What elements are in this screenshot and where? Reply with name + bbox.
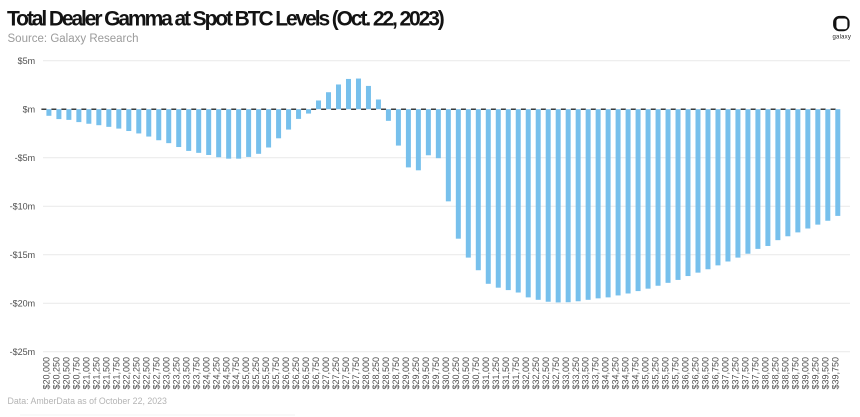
svg-text:$29,500: $29,500	[421, 357, 431, 390]
svg-text:$20,500: $20,500	[61, 357, 71, 390]
svg-text:$m: $m	[23, 104, 36, 114]
svg-text:$28,000: $28,000	[361, 357, 371, 390]
svg-text:$32,250: $32,250	[531, 357, 541, 390]
svg-text:$22,500: $22,500	[141, 357, 151, 390]
svg-text:$30,750: $30,750	[471, 357, 481, 390]
svg-text:$21,750: $21,750	[111, 357, 121, 390]
svg-text:$32,000: $32,000	[521, 357, 531, 390]
svg-text:$29,250: $29,250	[411, 357, 421, 390]
svg-text:$25,750: $25,750	[271, 357, 281, 390]
svg-text:$26,000: $26,000	[281, 357, 291, 390]
svg-text:$37,500: $37,500	[741, 357, 751, 390]
svg-text:$31,250: $31,250	[491, 357, 501, 390]
svg-text:$27,250: $27,250	[331, 357, 341, 390]
svg-text:$39,000: $39,000	[800, 357, 810, 390]
svg-text:$23,250: $23,250	[171, 357, 181, 390]
svg-text:$22,750: $22,750	[151, 357, 161, 390]
svg-text:$33,750: $33,750	[591, 357, 601, 390]
svg-text:$37,000: $37,000	[721, 357, 731, 390]
svg-text:$27,750: $27,750	[351, 357, 361, 390]
svg-text:$30,000: $30,000	[441, 357, 451, 390]
svg-text:$36,500: $36,500	[701, 357, 711, 390]
svg-text:-$15m: -$15m	[10, 250, 36, 260]
svg-text:$37,250: $37,250	[731, 357, 741, 390]
svg-text:$39,250: $39,250	[810, 357, 820, 390]
svg-text:$34,000: $34,000	[601, 357, 611, 390]
svg-text:$22,250: $22,250	[131, 357, 141, 390]
svg-text:$23,750: $23,750	[191, 357, 201, 390]
svg-text:Data: AmberData as of October: Data: AmberData as of October 22, 2023	[8, 396, 168, 406]
svg-text:galaxy: galaxy	[833, 35, 852, 41]
svg-text:$24,750: $24,750	[231, 357, 241, 390]
svg-text:$26,250: $26,250	[291, 357, 301, 390]
svg-text:$33,500: $33,500	[581, 357, 591, 390]
svg-text:$33,250: $33,250	[571, 357, 581, 390]
svg-text:$29,000: $29,000	[401, 357, 411, 390]
svg-text:$35,000: $35,000	[641, 357, 651, 390]
svg-text:$25,250: $25,250	[251, 357, 261, 390]
svg-text:$31,750: $31,750	[511, 357, 521, 390]
svg-text:$39,500: $39,500	[820, 357, 830, 390]
svg-text:$26,750: $26,750	[311, 357, 321, 390]
svg-text:$39,750: $39,750	[830, 357, 840, 390]
svg-text:-$25m: -$25m	[10, 347, 36, 357]
svg-text:$29,750: $29,750	[431, 357, 441, 390]
svg-text:-$5m: -$5m	[15, 153, 36, 163]
svg-text:$22,000: $22,000	[121, 357, 131, 390]
svg-text:$36,000: $36,000	[681, 357, 691, 390]
svg-text:$32,750: $32,750	[551, 357, 561, 390]
svg-text:$21,250: $21,250	[91, 357, 101, 390]
svg-text:$34,250: $34,250	[611, 357, 621, 390]
svg-text:-$10m: -$10m	[10, 201, 36, 211]
svg-text:$27,000: $27,000	[321, 357, 331, 390]
svg-text:$35,500: $35,500	[661, 357, 671, 390]
svg-text:$5m: $5m	[18, 56, 36, 66]
svg-text:$37,750: $37,750	[751, 357, 761, 390]
svg-text:$28,750: $28,750	[391, 357, 401, 390]
svg-text:$28,250: $28,250	[371, 357, 381, 390]
svg-text:$31,000: $31,000	[481, 357, 491, 390]
svg-text:$38,250: $38,250	[770, 357, 780, 390]
svg-text:$23,000: $23,000	[161, 357, 171, 390]
svg-text:$28,500: $28,500	[381, 357, 391, 390]
svg-text:$21,500: $21,500	[101, 357, 111, 390]
svg-text:$25,500: $25,500	[261, 357, 271, 390]
svg-text:$30,250: $30,250	[451, 357, 461, 390]
svg-text:$21,000: $21,000	[81, 357, 91, 390]
svg-text:-$20m: -$20m	[10, 298, 36, 308]
svg-text:$23,500: $23,500	[181, 357, 191, 390]
svg-text:$34,500: $34,500	[621, 357, 631, 390]
svg-text:$31,500: $31,500	[501, 357, 511, 390]
svg-text:Source: Galaxy Research: Source: Galaxy Research	[8, 33, 139, 45]
svg-text:Total Dealer Gamma at Spot BTC: Total Dealer Gamma at Spot BTC Levels (O…	[7, 8, 444, 31]
svg-text:$30,500: $30,500	[461, 357, 471, 390]
svg-text:$36,250: $36,250	[691, 357, 701, 390]
svg-text:$20,000: $20,000	[42, 357, 52, 390]
svg-text:$38,500: $38,500	[780, 357, 790, 390]
svg-text:$35,250: $35,250	[651, 357, 661, 390]
svg-text:$24,250: $24,250	[211, 357, 221, 390]
svg-text:$27,500: $27,500	[341, 357, 351, 390]
svg-text:$32,500: $32,500	[541, 357, 551, 390]
svg-text:$38,750: $38,750	[790, 357, 800, 390]
svg-text:$20,750: $20,750	[71, 357, 81, 390]
svg-text:$20,250: $20,250	[51, 357, 61, 390]
svg-text:$38,000: $38,000	[760, 357, 770, 390]
svg-text:$34,750: $34,750	[631, 357, 641, 390]
svg-text:$35,750: $35,750	[671, 357, 681, 390]
svg-text:$25,000: $25,000	[241, 357, 251, 390]
svg-text:$33,000: $33,000	[561, 357, 571, 390]
svg-text:$24,000: $24,000	[201, 357, 211, 390]
svg-text:$26,500: $26,500	[301, 357, 311, 390]
svg-text:$24,500: $24,500	[221, 357, 231, 390]
svg-text:$36,750: $36,750	[711, 357, 721, 390]
